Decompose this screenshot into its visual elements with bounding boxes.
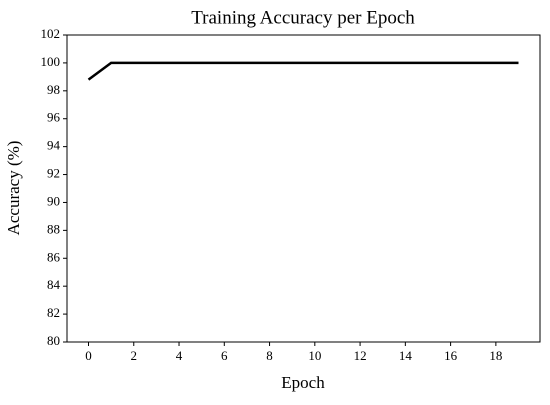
x-tick-label: 10	[308, 348, 321, 363]
y-tick-label: 92	[47, 166, 60, 181]
data-line	[87, 61, 519, 81]
y-tick-label: 84	[47, 277, 61, 292]
y-tick-label: 98	[47, 82, 60, 97]
x-tick-label: 4	[176, 348, 183, 363]
x-tick-label: 12	[354, 348, 367, 363]
y-tick-label: 82	[47, 305, 60, 320]
y-tick-label: 86	[47, 249, 61, 264]
y-tick-label: 102	[41, 26, 61, 41]
y-tick-label: 90	[47, 193, 60, 208]
y-tick-label: 94	[47, 138, 61, 153]
x-tick-label: 8	[266, 348, 273, 363]
x-tick-label: 6	[221, 348, 228, 363]
y-tick-label: 96	[47, 110, 61, 125]
y-axis-label: Accuracy (%)	[4, 141, 23, 236]
x-axis-label: Epoch	[281, 373, 325, 392]
chart-title: Training Accuracy per Epoch	[191, 7, 415, 28]
y-tick-label: 80	[47, 333, 60, 348]
plot-frame	[66, 34, 541, 343]
x-tick-label: 0	[85, 348, 92, 363]
y-tick-label: 100	[41, 54, 61, 69]
x-tick-label: 2	[131, 348, 138, 363]
x-tick-label: 16	[444, 348, 458, 363]
y-tick-label: 88	[47, 221, 60, 236]
x-tick-label: 14	[399, 348, 413, 363]
x-tick-label: 18	[489, 348, 502, 363]
